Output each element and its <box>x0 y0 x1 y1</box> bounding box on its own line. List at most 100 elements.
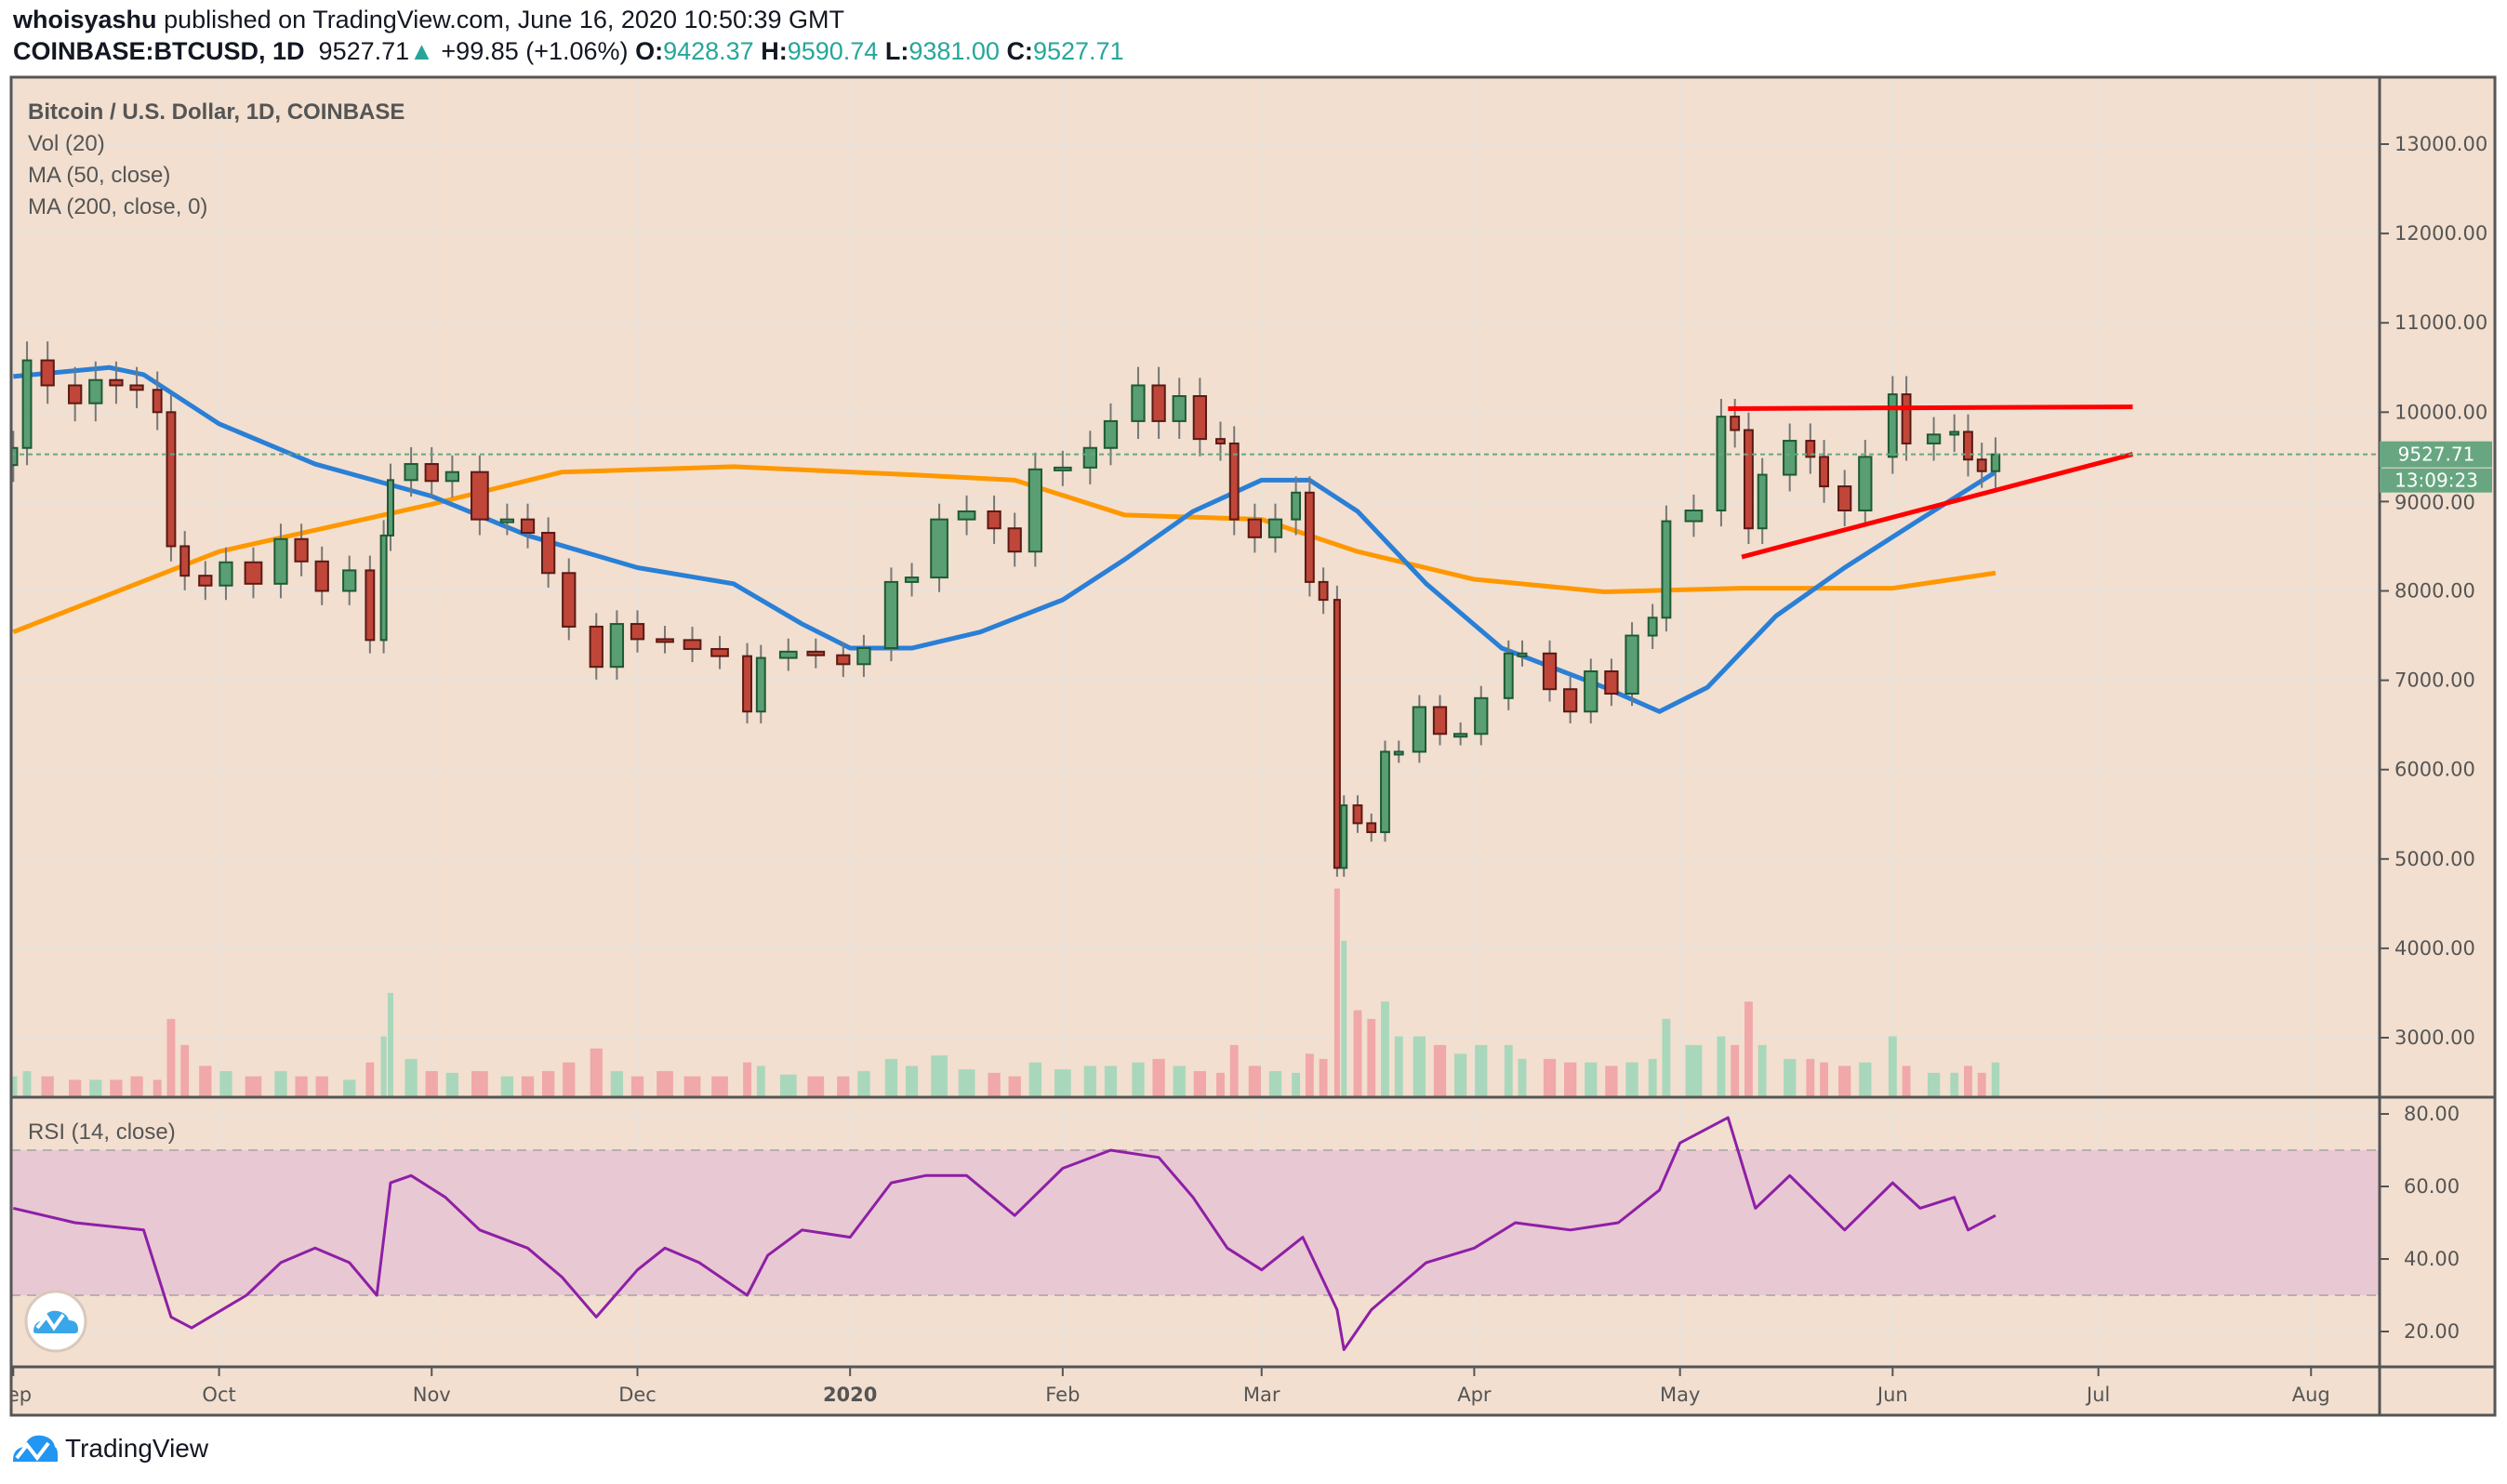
price-tick-label: 5000.00 <box>2394 848 2475 870</box>
rsi-axis[interactable]: 20.00 40.00 60.00 80.00 <box>2380 1103 2460 1343</box>
volume-bar <box>857 1070 870 1097</box>
candle <box>424 463 439 483</box>
candle <box>198 575 213 587</box>
candle <box>1267 518 1283 538</box>
candle <box>1082 446 1097 469</box>
candle <box>386 479 394 537</box>
volume-bar <box>130 1076 143 1097</box>
close-value: 9527.71 <box>1032 37 1124 65</box>
candle <box>930 518 948 579</box>
volume-bar <box>1268 1070 1282 1097</box>
price-axis[interactable]: 3000.00 4000.00 5000.00 6000.00 7000.00 8000.… <box>2380 133 2487 1049</box>
candle <box>609 623 625 669</box>
candle <box>904 576 920 583</box>
candle <box>683 639 702 650</box>
volume-bar <box>41 1076 54 1097</box>
volume-bar <box>180 1044 190 1097</box>
volume-bar <box>1104 1066 1118 1097</box>
volume-bar <box>166 1018 176 1097</box>
countdown-tag-text: 13:09:23 <box>2394 470 2478 492</box>
volume-bar <box>1341 940 1347 1097</box>
price-tick-label: 11000.00 <box>2394 311 2487 334</box>
chart-border <box>9 75 2497 1417</box>
rsi-layer <box>12 1116 1996 1351</box>
rsi-tick-label: 20.00 <box>2404 1320 2460 1343</box>
volume-bar <box>541 1070 555 1097</box>
candle <box>1151 384 1166 422</box>
candle <box>1318 580 1329 602</box>
volume-bar <box>1859 1062 1872 1097</box>
time-tick-label: Jun <box>1876 1384 1908 1406</box>
candle <box>129 384 144 391</box>
candle <box>1858 456 1873 512</box>
volume-bar <box>1504 1044 1513 1097</box>
volume-bar <box>1453 1053 1467 1097</box>
tradingview-badge[interactable] <box>24 1290 87 1353</box>
candle <box>68 384 83 404</box>
volume-bar <box>1381 1001 1389 1097</box>
legend-ma200[interactable]: MA (200, close, 0) <box>28 194 207 219</box>
candle <box>1366 822 1377 833</box>
candle <box>1432 706 1448 735</box>
candle <box>1990 453 2001 472</box>
volume-bar <box>988 1072 1001 1097</box>
candle <box>314 560 329 592</box>
candle <box>656 638 674 643</box>
volume-bar <box>1433 1044 1447 1097</box>
price-tick-label: 4000.00 <box>2394 937 2475 960</box>
candle <box>1976 458 1987 472</box>
volume-bar <box>711 1076 728 1097</box>
footer-brand[interactable]: TradingView <box>65 1434 209 1463</box>
candle <box>1926 433 1942 444</box>
candle <box>1805 440 1816 458</box>
rsi-band <box>11 1150 2380 1295</box>
author[interactable]: whoisyashu <box>13 6 157 33</box>
volume-bar <box>445 1072 459 1097</box>
candle <box>1563 688 1578 713</box>
volume-bar <box>1353 1010 1362 1097</box>
volume-bar <box>425 1070 438 1097</box>
volume-bar <box>1008 1076 1021 1097</box>
volume-bar <box>1806 1058 1815 1097</box>
volume-bar <box>89 1080 102 1097</box>
candle <box>1247 518 1262 538</box>
volume-bar <box>610 1070 624 1097</box>
trendlines[interactable] <box>1728 404 2134 560</box>
candle <box>1661 520 1672 619</box>
rsi-tick-label: 80.00 <box>2404 1103 2460 1125</box>
candle <box>1103 419 1119 449</box>
time-tick-label: Dec <box>618 1384 657 1406</box>
volume-bar <box>657 1070 673 1097</box>
candle <box>836 654 851 666</box>
candle <box>778 650 798 659</box>
candle <box>1192 395 1207 441</box>
low-label: L: <box>884 37 909 65</box>
candle <box>1819 456 1829 488</box>
candle <box>742 655 752 713</box>
volume-bar <box>1758 1044 1767 1097</box>
volume-bar <box>1229 1044 1239 1097</box>
candle <box>379 534 388 642</box>
candle <box>630 623 645 641</box>
candle <box>755 656 766 713</box>
volume-bar <box>1248 1066 1261 1097</box>
candle <box>1684 510 1704 523</box>
legend-rsi[interactable]: RSI (14, close) <box>28 1120 176 1145</box>
time-axis[interactable]: Sep Oct Nov Dec 2020 Feb Mar Apr May Jun Jul Aug <box>0 1367 2330 1406</box>
candle <box>179 545 191 577</box>
legend-ma50[interactable]: MA (50, close) <box>28 163 170 188</box>
candle <box>365 569 376 642</box>
candle <box>1228 442 1240 521</box>
legend-volume[interactable]: Vol (20) <box>28 131 105 156</box>
candle <box>1352 804 1363 825</box>
candle <box>806 650 826 656</box>
candle <box>444 470 460 483</box>
candle <box>40 359 55 387</box>
volume-bar <box>1950 1072 1959 1097</box>
rsi-tick-label: 40.00 <box>2404 1248 2460 1270</box>
price-tick-label: 7000.00 <box>2394 669 2475 692</box>
low-value: 9381.00 <box>909 37 1000 65</box>
candle <box>1333 599 1341 869</box>
volume-bar <box>590 1048 603 1097</box>
